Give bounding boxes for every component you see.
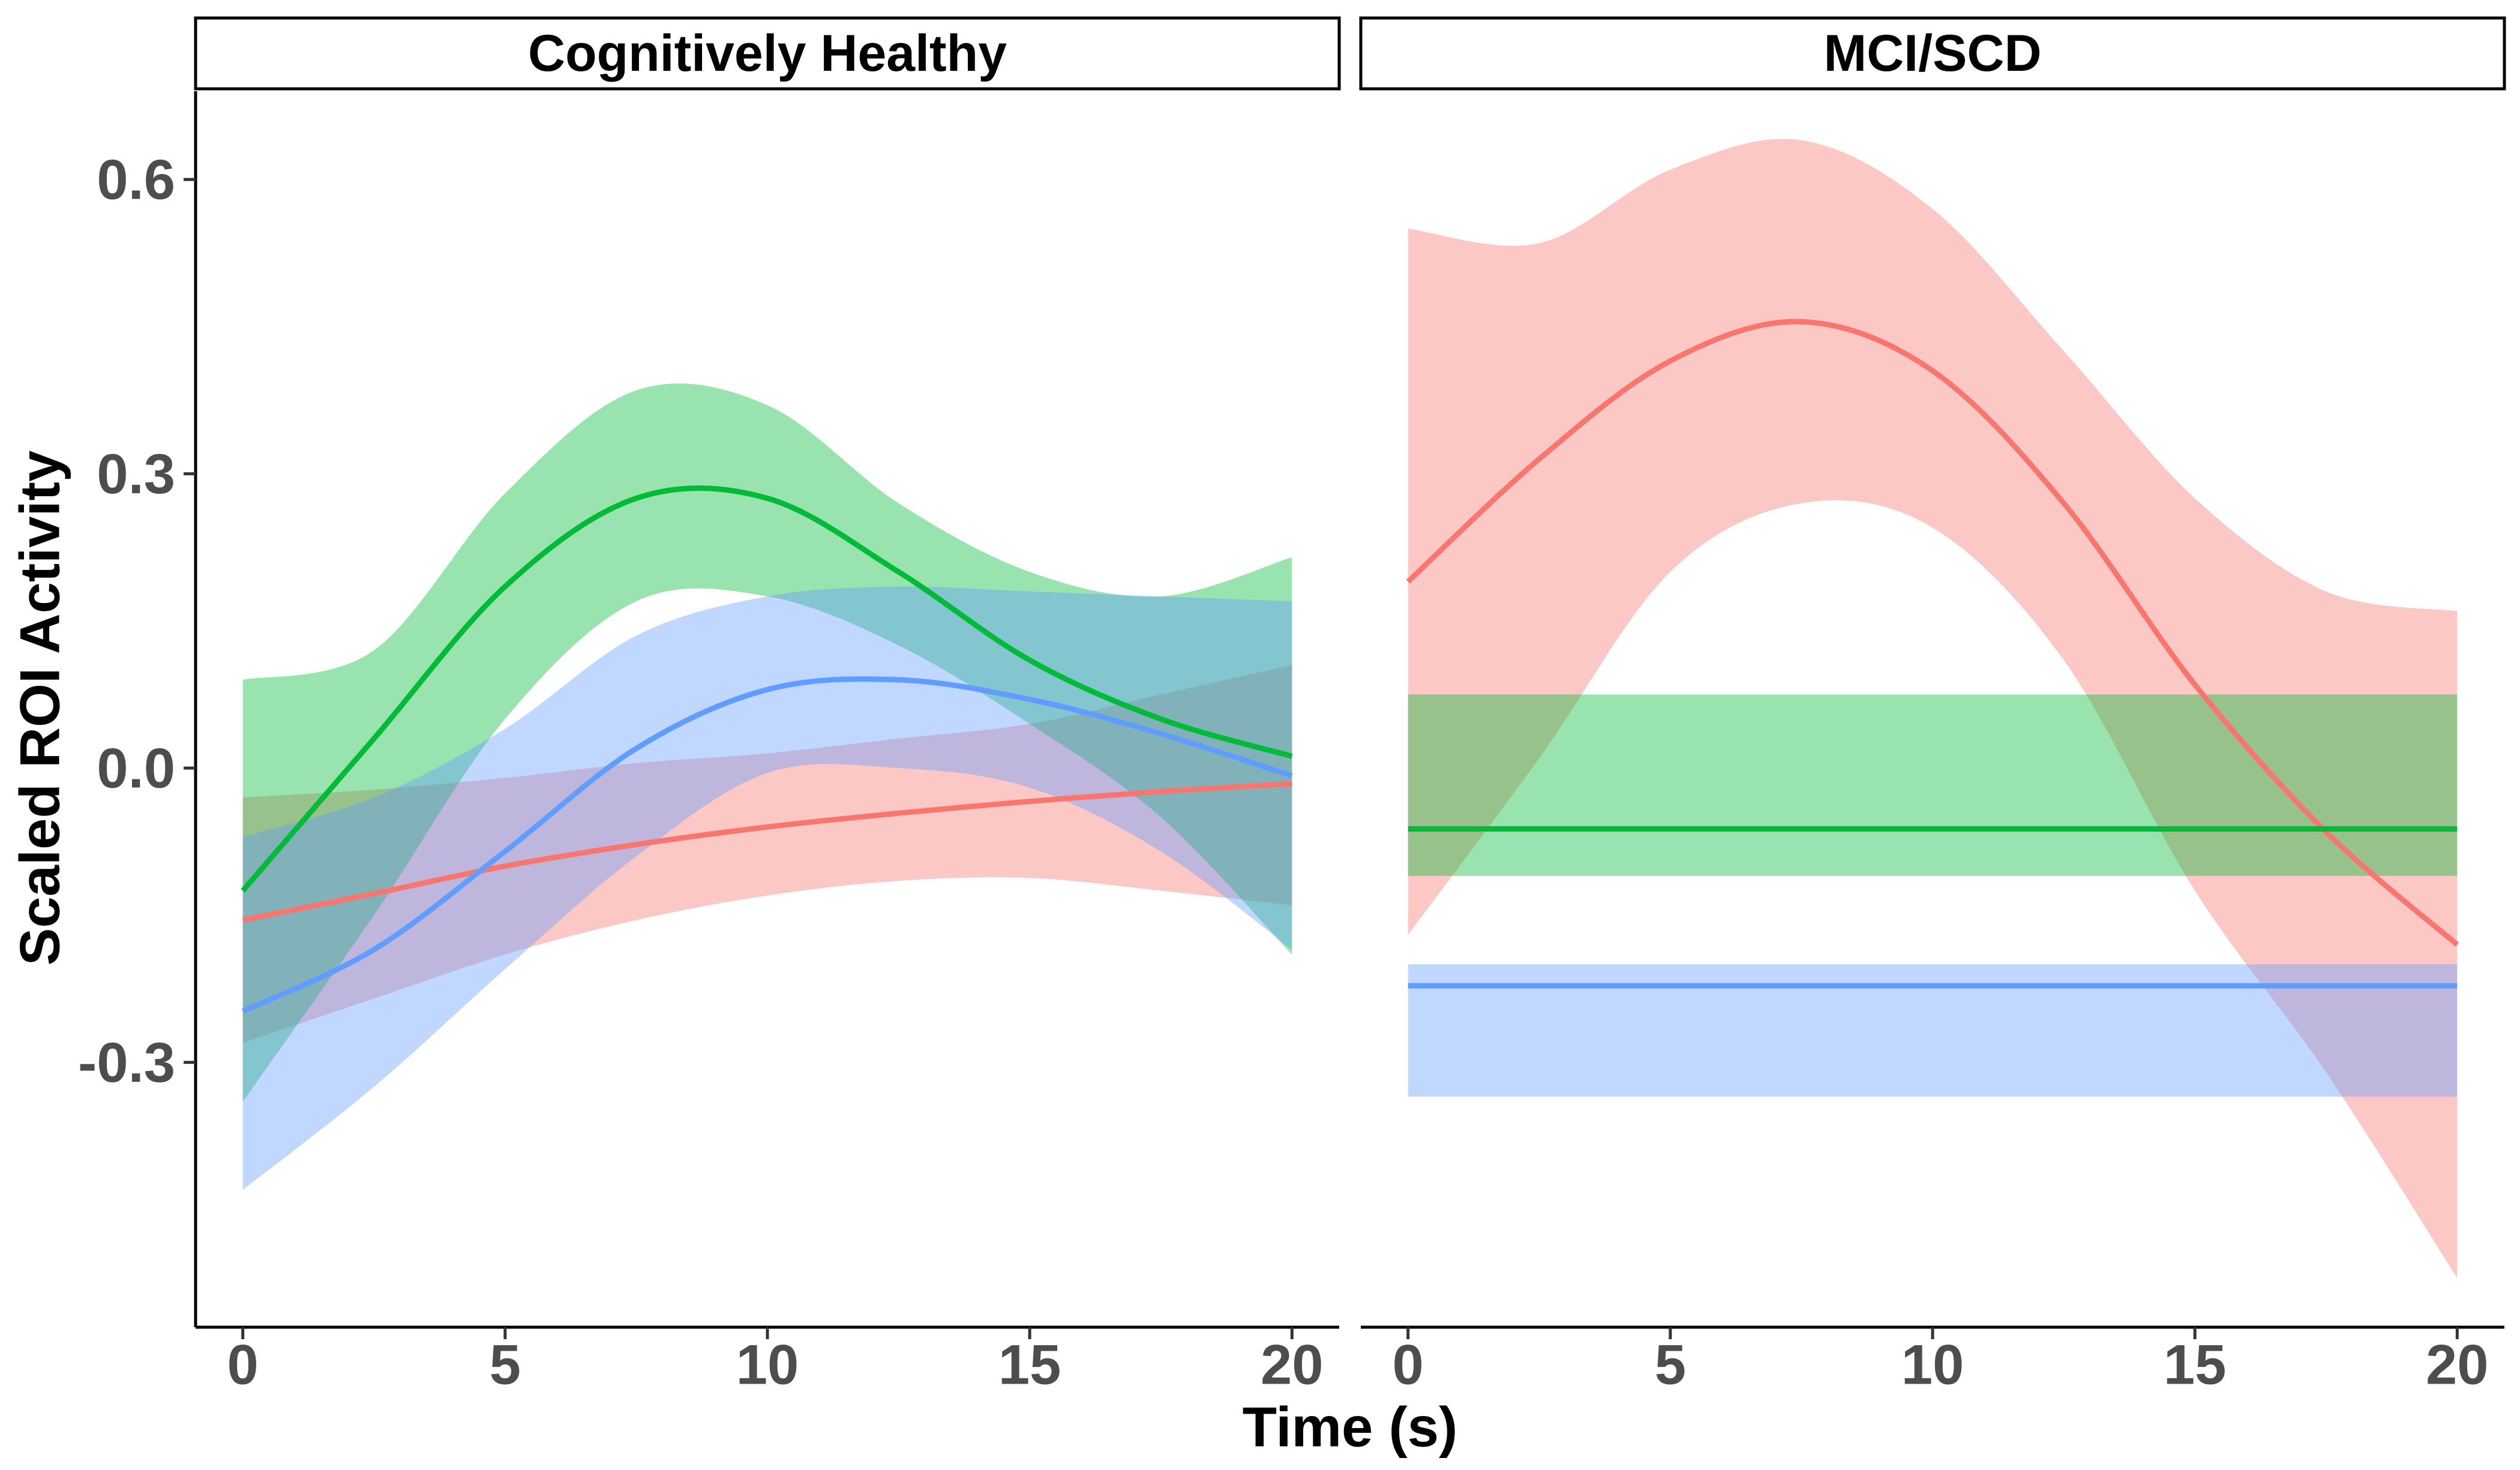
confidence-bands xyxy=(242,383,1292,1190)
fit-line-series-1 xyxy=(1406,319,2459,947)
x-axis-panel-1: 0 5 10 15 20 xyxy=(196,1325,1339,1396)
fit-line-series-2 xyxy=(241,485,1293,893)
y-axis-title: Scaled ROI Activity xyxy=(8,451,71,965)
fit-line-series-3 xyxy=(241,676,1293,1014)
fit-line-series-1 xyxy=(242,781,1292,923)
x-axis-panel-2: 0 5 10 15 20 xyxy=(1361,1325,2504,1396)
x-tick-label: 15 xyxy=(2164,1333,2227,1396)
panel-cognitively-healthy xyxy=(241,383,1293,1190)
x-tick-label: 5 xyxy=(1655,1333,1686,1396)
facet-strip-box xyxy=(194,16,1341,91)
x-tick-label: 10 xyxy=(736,1333,799,1396)
y-tick-label: 0.6 xyxy=(97,148,175,211)
confidence-band-series-3 xyxy=(1408,964,2458,1097)
panel-mci-scd xyxy=(1406,139,2459,1279)
x-tick-label: 5 xyxy=(490,1333,521,1396)
facet-strip-mci-scd: MCI/SCD xyxy=(1359,16,2506,91)
y-tick-label: 0.0 xyxy=(97,737,175,800)
x-tick-label: 20 xyxy=(1261,1333,1324,1396)
x-tick-label: 10 xyxy=(1901,1333,1964,1396)
fitted-lines xyxy=(241,485,1293,1014)
facet-strip-box xyxy=(1359,16,2506,91)
x-tick-label: 15 xyxy=(998,1333,1061,1396)
x-tick-label: 0 xyxy=(227,1333,259,1396)
fitted-lines xyxy=(1406,319,2459,989)
x-tick-label: 20 xyxy=(2426,1333,2489,1396)
confidence-band-series-3 xyxy=(242,586,1292,1190)
y-tick-label: 0.3 xyxy=(97,442,175,505)
confidence-band-series-2 xyxy=(242,383,1292,1102)
y-tick-label: -0.3 xyxy=(78,1031,175,1094)
x-axis-title: Time (s) xyxy=(1243,1396,1458,1459)
facet-title: Cognitively Healthy xyxy=(528,25,1007,82)
axes: 0 5 10 15 20 0 5 10 15 20 -0.3 0.0 0.3 0.6 xyxy=(78,91,2504,1396)
confidence-band-series-1 xyxy=(1408,139,2458,1279)
y-axis: -0.3 0.0 0.3 0.6 xyxy=(78,91,197,1327)
confidence-band-series-1 xyxy=(242,665,1292,1043)
facet-title: MCI/SCD xyxy=(1823,25,2041,82)
facet-strip-cognitively-healthy: Cognitively Healthy xyxy=(194,16,1341,91)
x-tick-label: 0 xyxy=(1393,1333,1424,1396)
confidence-band-series-2 xyxy=(1408,694,2458,876)
